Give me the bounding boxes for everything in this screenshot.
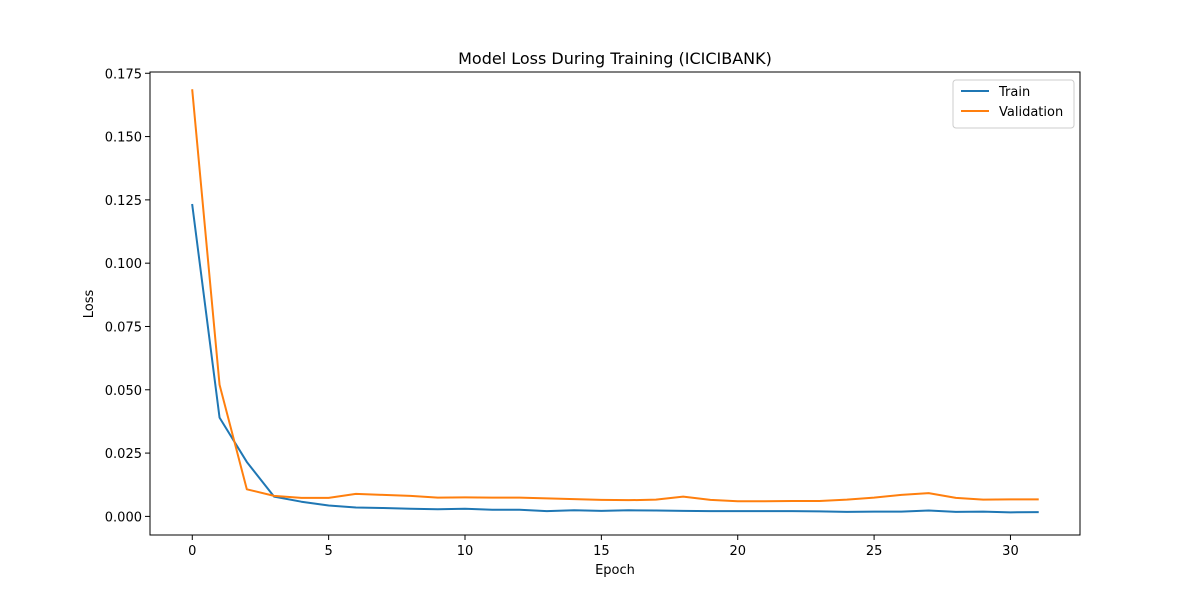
legend-validation-label: Validation [999, 105, 1063, 120]
x-axis: 0 5 10 15 20 25 30 [188, 535, 1019, 559]
series-line-train [191, 203, 1039, 514]
y-tick-label: 0.050 [105, 384, 142, 399]
y-tick-label: 0.100 [105, 257, 142, 272]
x-tick-label: 20 [729, 544, 746, 559]
y-tick-label: 0.000 [105, 510, 142, 525]
x-tick-label: 15 [593, 544, 610, 559]
y-tick-label: 0.150 [105, 131, 142, 146]
x-tick-label: 5 [324, 544, 332, 559]
y-tick-label: 0.075 [105, 320, 142, 335]
x-tick-label: 25 [866, 544, 883, 559]
x-tick-label: 0 [188, 544, 196, 559]
x-axis-label: Epoch [595, 563, 635, 578]
legend-train-label: Train [998, 85, 1030, 100]
series-line-validation [191, 89, 1039, 503]
y-axis: 0.000 0.025 0.050 0.075 0.100 0.125 0.150 0.175 [105, 67, 150, 525]
legend: Train Validation [952, 79, 1075, 129]
plot-series [191, 89, 1039, 514]
x-tick-label: 10 [457, 544, 474, 559]
y-tick-label: 0.125 [105, 194, 142, 209]
x-tick-label: 30 [1002, 544, 1019, 559]
y-tick-label: 0.025 [105, 447, 142, 462]
chart-title: Model Loss During Training (ICICIBANK) [458, 49, 772, 68]
y-axis-label: Loss [82, 290, 97, 319]
y-tick-label: 0.175 [105, 67, 142, 82]
plot-frame [149, 71, 1081, 536]
